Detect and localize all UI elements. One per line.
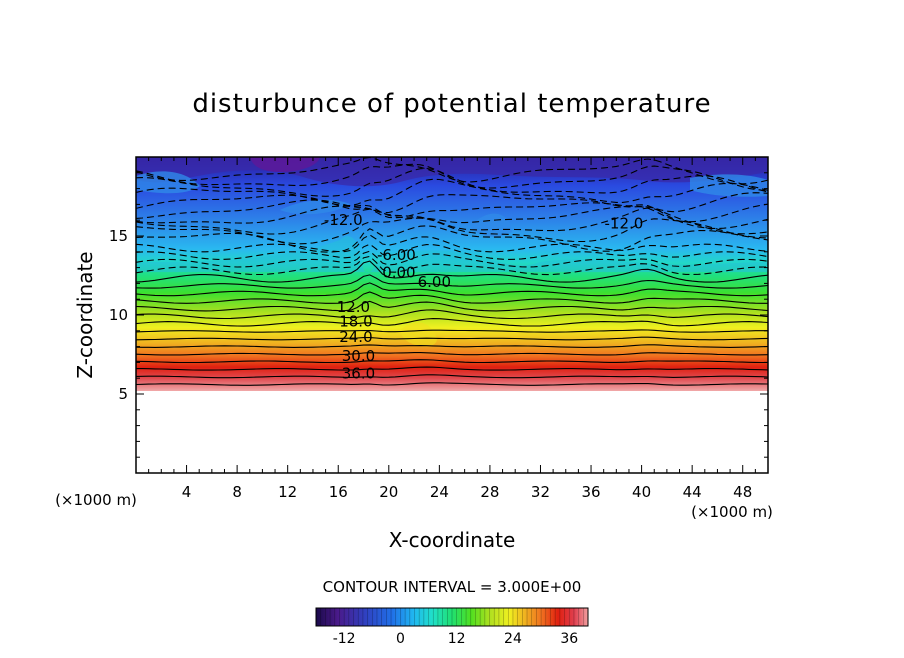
x-tick-label: 4 [182, 483, 192, 501]
y-tick-label: 10 [109, 306, 128, 324]
x-axis-ticks: 4 8 12 16 20 24 28 32 36 40 44 48 [148, 157, 756, 501]
contour-label: -12.0 [324, 211, 363, 229]
positive-contour [136, 329, 768, 333]
positive-contour [136, 300, 768, 312]
x-tick-label: 28 [480, 483, 499, 501]
x-tick-label: 40 [632, 483, 651, 501]
negative-contour [136, 178, 768, 207]
x-tick-label: 48 [733, 483, 752, 501]
negative-contour [136, 250, 768, 268]
positive-contour [136, 366, 768, 371]
positive-contour [136, 291, 768, 304]
negative-contour [136, 255, 768, 276]
negative-contour [136, 207, 768, 235]
negative-contour [136, 217, 768, 245]
contour-interval-label: CONTOUR INTERVAL = 3.000E+00 [323, 578, 582, 596]
y-tick-label: 5 [118, 385, 128, 403]
y-tick-label: 15 [109, 227, 128, 245]
x-tick-label: 20 [379, 483, 398, 501]
x-tick-label: 16 [329, 483, 348, 501]
positive-contour [136, 318, 768, 327]
z-axis-unit: (×1000 m) [55, 491, 137, 509]
negative-contour [136, 199, 768, 223]
negative-contour [136, 192, 768, 214]
contour-label: -12.0 [604, 214, 643, 232]
positive-contour [136, 282, 768, 297]
colorbar-divisions [315, 608, 589, 626]
negative-contour [136, 157, 768, 185]
thermal-bump [400, 322, 437, 347]
deep-cold-core [250, 157, 320, 172]
positive-contour [136, 336, 768, 341]
colorbar-tick-label: 24 [504, 631, 522, 647]
contour-label: 36.0 [342, 364, 375, 382]
contour-lines [136, 157, 768, 386]
colorbar-tick-label: 36 [560, 631, 578, 647]
colorbar-tick-label: 0 [396, 631, 405, 647]
y-axis-ticks: 5 10 15 [109, 172, 768, 458]
colorbar-ticks: -12 0 12 24 36 [333, 631, 579, 647]
contour-labels: -12.0 -12.0 -6.000.006.00 12.018.024.030.03… [324, 211, 643, 382]
positive-contour [136, 274, 768, 289]
negative-contour [136, 167, 768, 197]
contour-label: 12.0 [337, 298, 370, 316]
positive-contour [136, 359, 768, 364]
x-tick-label: 44 [683, 483, 702, 501]
colorbar-tick-label: -12 [333, 631, 356, 647]
contour-label: 18.0 [339, 312, 372, 330]
x-axis-unit: (×1000 m) [691, 503, 773, 521]
contour-label: -6.00 [377, 246, 416, 264]
negative-contour [136, 204, 768, 230]
light-blue-patches [136, 171, 768, 237]
positive-contour [136, 374, 768, 379]
contour-label: 30.0 [342, 347, 375, 365]
positive-contour [136, 260, 768, 283]
positive-contour [136, 382, 768, 386]
x-tick-label: 32 [531, 483, 550, 501]
x-tick-label: 36 [581, 483, 600, 501]
contour-label: 0.00 [382, 263, 415, 281]
field-fill [136, 157, 768, 473]
positive-contour [136, 352, 768, 356]
contour-label: 6.00 [418, 273, 451, 291]
colorbar [315, 607, 589, 627]
y-axis-title: Z-coordinate [73, 251, 97, 378]
negative-contour [136, 243, 768, 260]
x-tick-label: 12 [278, 483, 297, 501]
plot-area: -12.0 -12.0 -6.000.006.00 12.018.024.030.03… [136, 157, 768, 473]
positive-contour [136, 344, 768, 348]
positive-contour [136, 309, 768, 320]
tropopause-wave [136, 236, 768, 273]
colorbar-tick-label: 12 [448, 631, 466, 647]
x-tick-label: 24 [430, 483, 449, 501]
x-axis-title: X-coordinate [389, 528, 516, 552]
negative-contour [136, 225, 768, 253]
chart-title: disturbunce of potential temperature [192, 89, 711, 119]
x-tick-label: 8 [232, 483, 242, 501]
contour-label: 24.0 [339, 328, 372, 346]
negative-contour [136, 234, 768, 253]
